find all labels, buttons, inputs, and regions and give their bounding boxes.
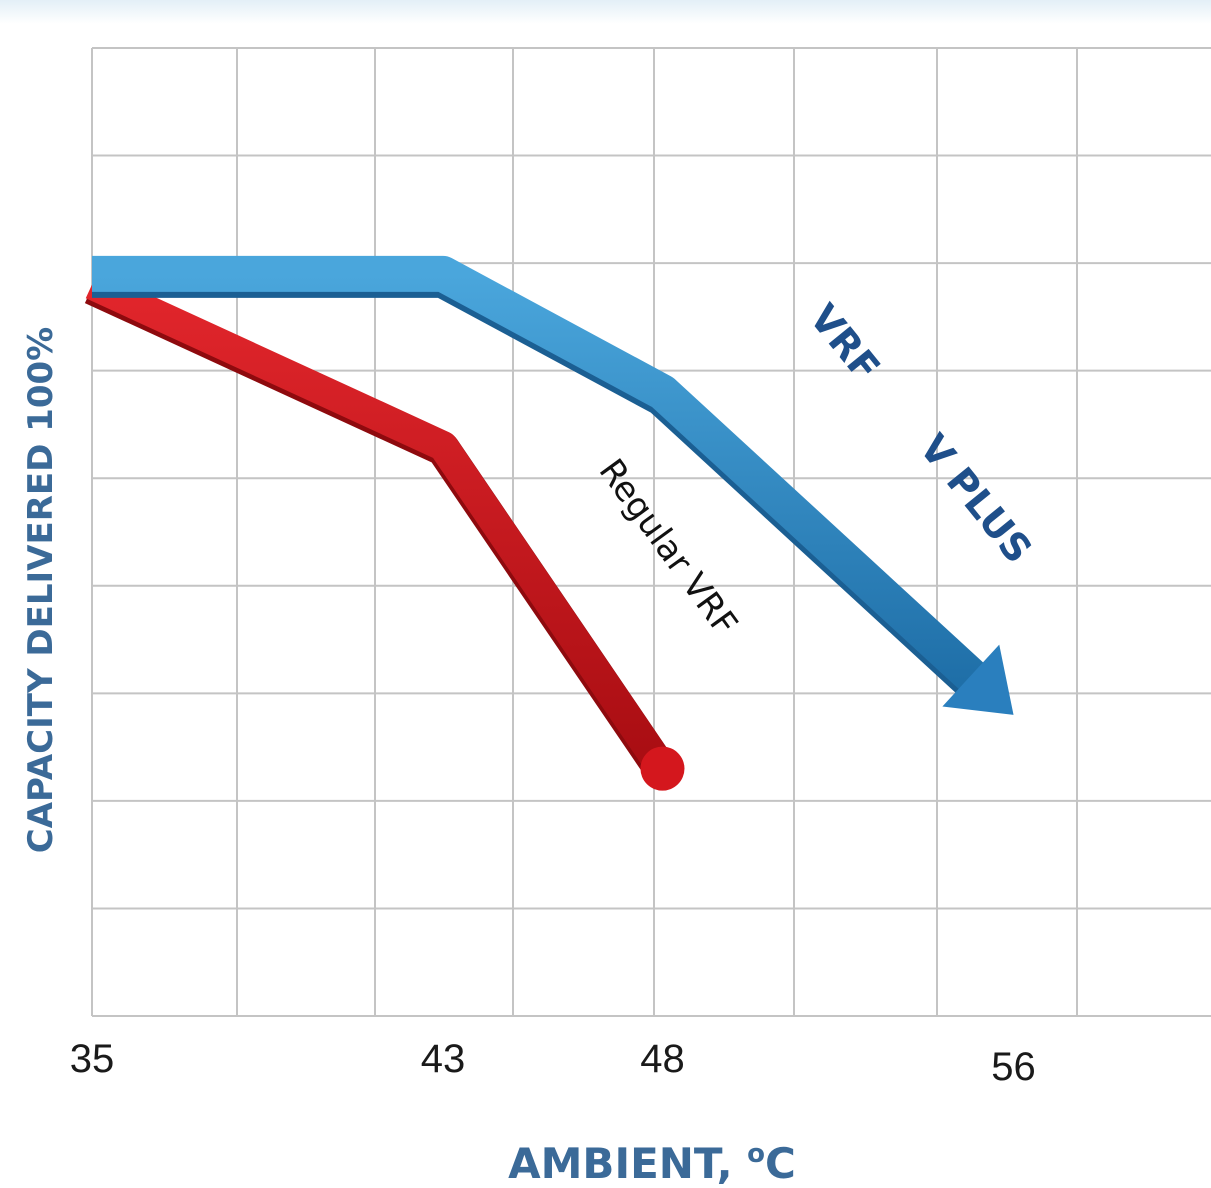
series-regular-vrf <box>84 270 685 791</box>
x-axis-title-degree: o <box>747 1139 765 1169</box>
series-layer <box>84 255 1014 791</box>
series-line <box>92 255 989 695</box>
x-tick-label: 48 <box>640 1037 685 1081</box>
series-label-regular-vrf: Regular VRF <box>591 452 745 644</box>
series-arrowhead <box>942 644 1014 715</box>
y-axis-title: CAPACITY DELIVERED 100% <box>21 327 61 853</box>
series-label-v-plus: V PLUS <box>911 426 1041 571</box>
series-label-vrf: VRF <box>801 296 888 389</box>
grid <box>91 47 1211 1017</box>
x-axis-title-unit: C <box>765 1139 796 1188</box>
series-line <box>85 270 675 778</box>
series-end-dot <box>640 746 685 791</box>
x-axis-title: AMBIENT, oC <box>508 1139 796 1188</box>
series-vrf-v-plus <box>92 255 1014 715</box>
x-tick-label: 43 <box>421 1037 466 1081</box>
x-tick-label: 56 <box>991 1045 1036 1089</box>
x-axis-title-main: AMBIENT, <box>508 1139 747 1188</box>
top-fade-band <box>0 0 1211 24</box>
x-tick-label: 35 <box>70 1037 115 1081</box>
x-tick-labels: 35 43 48 56 <box>70 1037 1036 1089</box>
